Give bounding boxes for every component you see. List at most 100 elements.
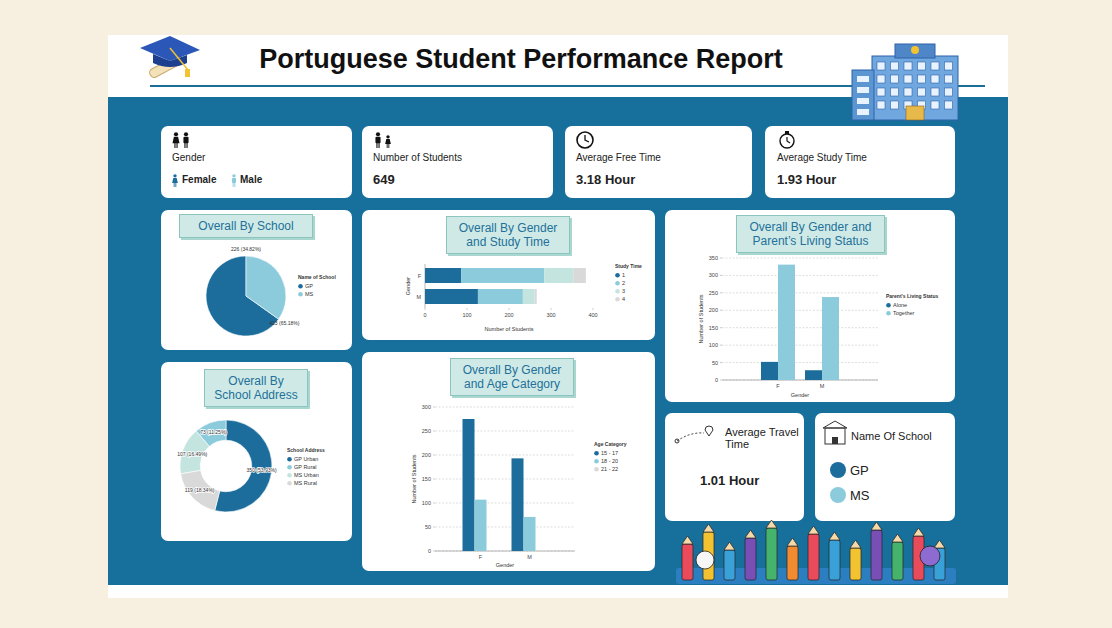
icon bbox=[183, 137, 188, 143]
grid-line bbox=[435, 527, 575, 528]
legend-entry: 1 bbox=[622, 272, 625, 278]
kpi-text: 649 bbox=[373, 172, 395, 187]
icon bbox=[825, 428, 845, 444]
legend-swatch bbox=[830, 462, 846, 478]
icon bbox=[176, 143, 177, 148]
grid-line bbox=[435, 455, 575, 456]
grid-line bbox=[435, 551, 575, 552]
tick bbox=[433, 551, 435, 552]
tick bbox=[467, 308, 468, 310]
legend-entry: 2 bbox=[622, 280, 625, 286]
icon bbox=[388, 144, 390, 148]
decoration bbox=[918, 88, 926, 96]
tick-label: 400 bbox=[588, 312, 597, 318]
grid-line bbox=[722, 362, 878, 363]
bar bbox=[512, 458, 524, 551]
kpi-text: 1.93 Hour bbox=[777, 172, 836, 187]
decoration bbox=[153, 54, 187, 67]
legend-entry: Together bbox=[893, 310, 915, 316]
bars bbox=[761, 265, 839, 380]
decoration bbox=[931, 75, 939, 83]
decoration bbox=[904, 62, 912, 70]
kpi-text: 3.18 Hour bbox=[576, 172, 635, 187]
decoration bbox=[857, 109, 869, 115]
legend-entry: 18 - 20 bbox=[601, 458, 618, 464]
tick-label: 350 bbox=[709, 255, 718, 261]
decoration bbox=[891, 75, 899, 83]
tick-label: 250 bbox=[422, 428, 431, 434]
tick-label: 150 bbox=[709, 325, 718, 331]
decoration bbox=[892, 534, 903, 542]
icon bbox=[232, 174, 235, 177]
tick bbox=[433, 527, 435, 528]
tick-label: 300 bbox=[709, 272, 718, 278]
decoration bbox=[829, 532, 840, 540]
tick-label: 200 bbox=[709, 307, 718, 313]
legend-entry: MS bbox=[305, 291, 314, 297]
icon bbox=[386, 144, 388, 148]
tick bbox=[720, 327, 722, 328]
decoration bbox=[945, 101, 953, 109]
bar bbox=[523, 289, 535, 304]
decoration bbox=[682, 544, 693, 580]
legend-swatch bbox=[615, 289, 620, 294]
data-label: 350 (53.93%) bbox=[247, 467, 277, 473]
tick bbox=[593, 308, 594, 310]
decoration bbox=[934, 540, 945, 548]
decoration bbox=[892, 542, 903, 580]
decoration bbox=[904, 88, 912, 96]
kpi-text: Average Free Time bbox=[576, 152, 661, 163]
decoration bbox=[850, 540, 861, 548]
decoration bbox=[724, 550, 735, 580]
bar bbox=[805, 370, 822, 380]
decoration bbox=[871, 522, 882, 530]
legend-entry: 3 bbox=[622, 288, 625, 294]
chart-title: Overall By Gender and Study Time bbox=[446, 216, 570, 254]
legend-swatch bbox=[830, 487, 846, 503]
category-label: F bbox=[776, 383, 780, 389]
category-label: F bbox=[418, 273, 422, 279]
decoration bbox=[696, 551, 714, 569]
bar bbox=[544, 268, 573, 283]
kpi-text: Number of Students bbox=[373, 152, 462, 163]
decoration bbox=[787, 546, 798, 580]
bar bbox=[524, 517, 536, 551]
tick bbox=[509, 308, 510, 310]
category-label: M bbox=[820, 383, 825, 389]
bar bbox=[478, 289, 523, 304]
icon bbox=[787, 137, 790, 143]
slice bbox=[246, 256, 286, 319]
legend-swatch bbox=[615, 281, 620, 286]
legend-entry: GP bbox=[305, 283, 313, 289]
icon bbox=[832, 437, 838, 444]
legend-swatch bbox=[594, 459, 599, 464]
tick bbox=[720, 380, 722, 381]
bar bbox=[425, 268, 461, 283]
bar bbox=[463, 419, 475, 551]
tick-label: 0 bbox=[715, 377, 718, 383]
axis-label: Number of Students bbox=[485, 326, 534, 332]
icon bbox=[186, 143, 187, 148]
decoration bbox=[877, 88, 885, 96]
legend-swatch bbox=[287, 473, 292, 478]
legend-title: Name of School bbox=[298, 274, 336, 280]
grid-line bbox=[722, 275, 878, 276]
tick bbox=[720, 310, 722, 311]
legend-swatch bbox=[886, 311, 891, 316]
icon bbox=[173, 183, 175, 187]
tick-label: 0 bbox=[423, 312, 426, 318]
decoration bbox=[918, 62, 926, 70]
decoration bbox=[891, 62, 899, 70]
legend-entry: MS Rural bbox=[294, 480, 317, 486]
icon bbox=[174, 132, 178, 136]
grid-line bbox=[722, 327, 878, 328]
data-label: 107 (16.49%) bbox=[177, 451, 207, 457]
grid-line bbox=[435, 407, 575, 408]
kpi-text: Gender bbox=[172, 152, 205, 163]
tick bbox=[720, 258, 722, 259]
decoration bbox=[918, 75, 926, 83]
tick-label: 300 bbox=[546, 312, 555, 318]
decoration bbox=[931, 88, 939, 96]
decoration bbox=[877, 62, 885, 70]
bar bbox=[536, 550, 548, 551]
